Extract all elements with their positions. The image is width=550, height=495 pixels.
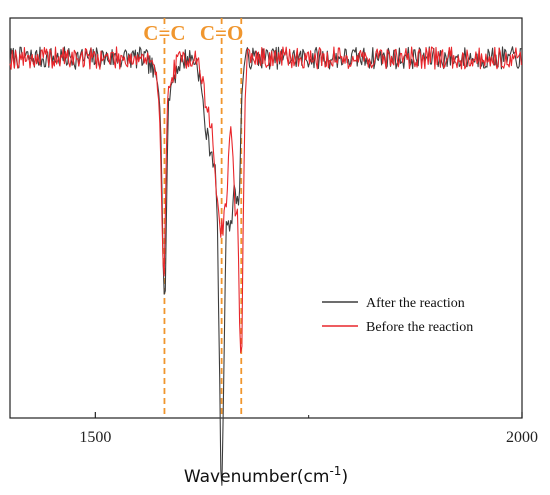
x-tick-label-1500: 1500 [79,429,111,446]
series-layer [9,46,522,486]
annotation-label-2: C=O [200,21,243,45]
series-line-1 [9,46,522,486]
series-line-2 [9,46,522,354]
annotation-label-1: C=C [143,21,185,45]
annotation-labels: C=C C=O [141,19,245,47]
legend-label-2: Before the reaction [366,320,473,335]
x-tick-label-2000: 2000 [506,429,538,446]
x-axis-title-main: Wavenumber(cm [184,467,330,487]
x-axis: 1500 2000 [79,412,538,446]
legend-label-1: After the reaction [366,296,465,311]
plot-frame [9,17,523,419]
x-axis-title-tail: ) [341,467,348,487]
x-axis-title-superscript: -1 [329,464,341,478]
x-axis-title: Wavenumber(cm-1) [184,464,348,487]
legend: After the reaction Before the reaction [322,296,473,335]
